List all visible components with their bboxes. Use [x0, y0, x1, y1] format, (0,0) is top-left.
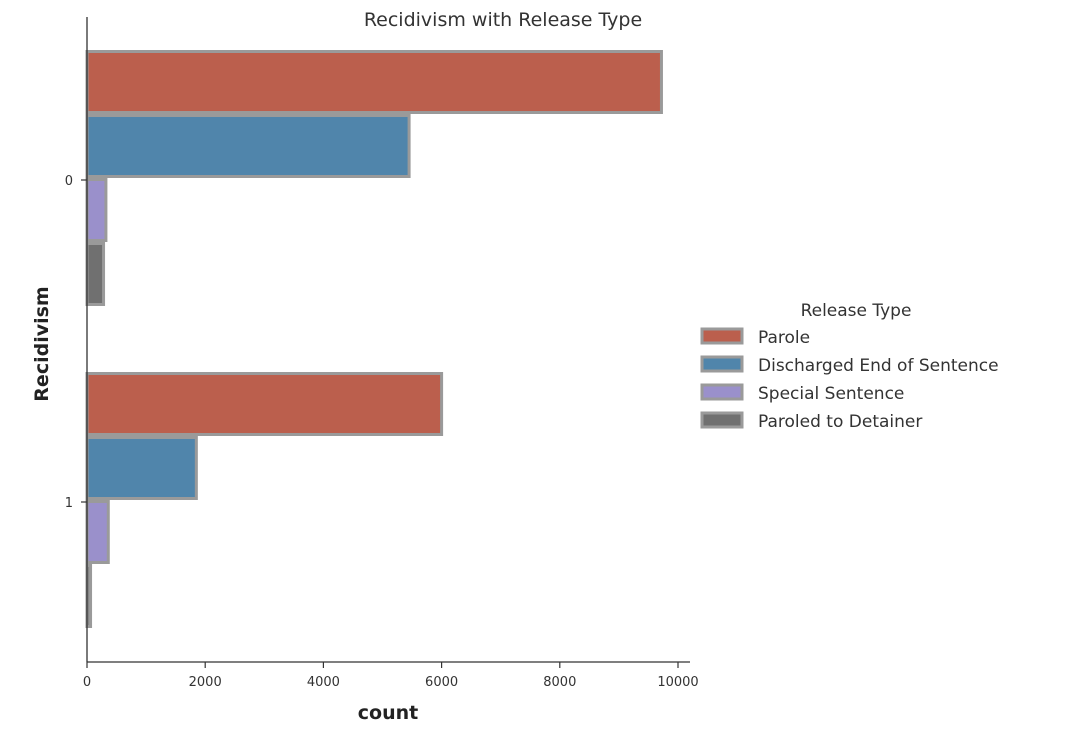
legend-swatch — [700, 327, 744, 345]
y-axis-title: Recidivism — [31, 286, 53, 401]
bar-special-sentence-cat-1 — [85, 500, 110, 564]
x-tick-label: 6000 — [425, 675, 458, 690]
y-ticks: 01 — [65, 174, 87, 511]
bar-parole-cat-0 — [85, 50, 663, 114]
x-tick-label: 0 — [83, 675, 91, 690]
legend-label: Paroled to Detainer — [758, 412, 922, 432]
x-tick-label: 10000 — [657, 675, 698, 690]
legend: Release Type Parole Discharged End of Sen… — [700, 301, 999, 432]
bar-discharged-end-of-sentence-cat-0 — [85, 114, 411, 178]
bar-special-sentence-cat-0 — [85, 178, 108, 242]
y-tick-label: 0 — [65, 174, 73, 189]
legend-title: Release Type — [801, 301, 912, 321]
legend-label: Discharged End of Sentence — [758, 356, 999, 376]
legend-label: Special Sentence — [758, 384, 904, 404]
x-axis-title: count — [358, 702, 418, 724]
y-tick-label: 1 — [65, 496, 73, 511]
chart-title: Recidivism with Release Type — [364, 9, 642, 31]
legend-label: Parole — [758, 328, 810, 348]
bar-discharged-end-of-sentence-cat-1 — [85, 436, 198, 500]
legend-swatch — [700, 355, 744, 373]
x-tick-label: 4000 — [307, 675, 340, 690]
legend-swatch — [700, 383, 744, 401]
x-tick-label: 8000 — [543, 675, 576, 690]
x-tick-label: 2000 — [189, 675, 222, 690]
x-ticks: 0 2000 4000 6000 8000 10000 — [83, 662, 699, 690]
legend-swatch — [700, 411, 744, 429]
bar-parole-cat-1 — [85, 372, 444, 436]
bars-group — [85, 50, 663, 628]
bar-paroled-to-detainer-cat-0 — [85, 242, 106, 306]
